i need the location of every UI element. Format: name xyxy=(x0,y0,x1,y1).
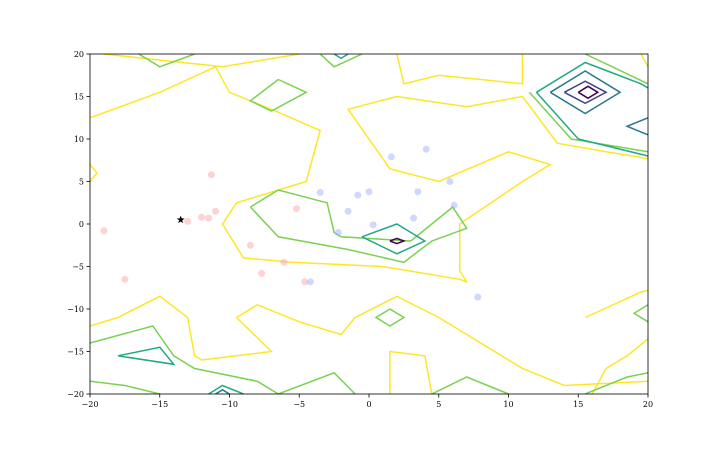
contour-level-2-segment-11 xyxy=(584,372,648,394)
contour-level-2-segment-0 xyxy=(249,189,468,264)
scatter-point-series-0-1 xyxy=(121,275,129,283)
contour-level-1-segment-5 xyxy=(90,295,648,387)
scatter-point-series-0-10 xyxy=(293,205,300,213)
contour-level-1-segment-7 xyxy=(584,289,648,319)
x-tick-label: −15 xyxy=(151,400,168,409)
contour-level-5-segment-0 xyxy=(563,80,608,105)
contour-level-4-segment-2 xyxy=(215,388,230,394)
scatter-point-series-1-9 xyxy=(414,188,422,196)
contour-level-2-segment-5 xyxy=(584,54,648,85)
scatter-point-series-1-5 xyxy=(365,188,373,196)
scatter-point-series-1-12 xyxy=(450,201,458,209)
scatter-point-series-1-3 xyxy=(344,207,352,215)
x-tick-label: −10 xyxy=(221,400,238,409)
scatter-point-series-0-7 xyxy=(246,241,254,249)
contour-level-1-segment-6 xyxy=(389,350,433,394)
y-tick-label: 0 xyxy=(79,220,84,229)
scatter-point-series-1-7 xyxy=(387,153,395,161)
contour-level-2-segment-2 xyxy=(138,54,195,68)
contour-level-3-segment-3 xyxy=(536,61,648,93)
scatter-point-series-1-4 xyxy=(354,191,362,199)
contour-level-6-segment-1 xyxy=(389,237,407,245)
contour-level-2-segment-9 xyxy=(278,371,356,394)
contour-level-2-segment-1 xyxy=(248,78,308,112)
scatter-point-series-0-5 xyxy=(212,207,220,215)
scatter-point-series-1-8 xyxy=(410,214,418,222)
y-tick-label: 15 xyxy=(74,93,84,102)
contour-level-3-segment-5 xyxy=(333,54,349,60)
contour-level-3-segment-2 xyxy=(208,384,244,394)
scatter-point-series-1-13 xyxy=(474,293,482,301)
scatter-point-series-1-6 xyxy=(369,221,377,229)
contour-level-2-segment-6 xyxy=(374,308,406,327)
contour-level-2-segment-4 xyxy=(528,91,648,153)
contour-level-1-segment-4 xyxy=(640,54,648,68)
x-tick-label: 15 xyxy=(573,400,583,409)
scatter-point-series-1-10 xyxy=(422,145,430,153)
scatter-point-series-0-11 xyxy=(301,278,309,286)
scatter-point-series-1-2 xyxy=(334,229,342,236)
x-tick-label: 0 xyxy=(366,400,371,409)
contour-level-2-segment-7 xyxy=(90,325,279,394)
scatter-point-series-1-11 xyxy=(446,178,454,185)
scatter-point-series-0-0 xyxy=(100,227,108,235)
scatter-point-series-0-8 xyxy=(258,269,266,277)
contour-level-6-segment-0 xyxy=(577,85,600,100)
contour-level-1-segment-3 xyxy=(396,54,524,85)
scatter-point-series-0-3 xyxy=(198,213,206,221)
y-tick-label: −5 xyxy=(72,263,84,272)
scatter-point-series-0-6 xyxy=(207,171,215,179)
y-tick-label: 20 xyxy=(74,50,84,59)
contour-level-3-segment-4 xyxy=(535,91,648,157)
x-tick-label: −20 xyxy=(82,400,99,409)
y-tick-label: −10 xyxy=(67,305,84,314)
contour-level-2-segment-10 xyxy=(431,376,509,394)
contour-level-1-segment-0 xyxy=(90,65,648,284)
y-tick-label: 10 xyxy=(74,135,84,144)
y-tick-label: −15 xyxy=(67,348,84,357)
contour-level-4-segment-0 xyxy=(549,70,622,115)
contour-level-3-segment-1 xyxy=(117,346,176,366)
y-axis: −20 −15 −10 −5 0 5 10 15 20 xyxy=(67,50,90,399)
contour-level-2-segment-3 xyxy=(319,54,363,68)
contour-lines xyxy=(90,54,648,394)
x-tick-label: 20 xyxy=(643,400,653,409)
x-tick-label: 5 xyxy=(436,400,441,409)
contour-level-3-segment-0 xyxy=(361,223,427,255)
scatter-points xyxy=(100,145,482,301)
contour-level-4-segment-1 xyxy=(625,117,648,136)
plot-frame xyxy=(89,53,649,395)
x-axis: −20 −15 −10 −5 0 5 10 15 20 xyxy=(82,394,653,409)
star-marker-point xyxy=(176,215,185,224)
x-tick-label: 10 xyxy=(503,400,513,409)
y-tick-label: 5 xyxy=(79,178,84,187)
contour-level-2-segment-8 xyxy=(90,380,160,394)
scatter-point-series-0-4 xyxy=(205,214,213,222)
y-tick-label: −20 xyxy=(67,390,84,399)
x-tick-label: −5 xyxy=(293,400,305,409)
scatter-point-series-0-9 xyxy=(280,258,288,266)
scatter-point-series-0-2 xyxy=(184,217,192,225)
contour-level-1-segment-1 xyxy=(90,164,98,182)
scatter-point-series-1-0 xyxy=(306,278,314,286)
contour-level-1-segment-2 xyxy=(103,54,300,68)
contour-level-1-segment-8 xyxy=(591,338,648,394)
contour-level-2-segment-12 xyxy=(632,304,648,323)
scatter-point-series-1-1 xyxy=(316,189,324,196)
